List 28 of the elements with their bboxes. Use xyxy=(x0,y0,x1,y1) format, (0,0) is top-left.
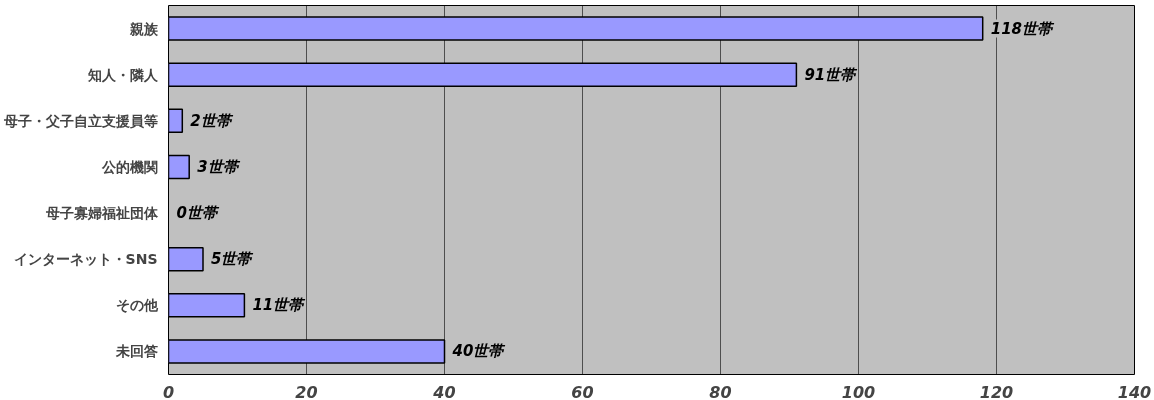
data-label: 40世帯 xyxy=(451,342,507,361)
y-tick-label: 母子・父子自立支援員等 xyxy=(2,112,158,129)
x-tick-label: 140 xyxy=(1117,382,1152,400)
y-tick-label: 母子寡婦福祉団体 xyxy=(44,205,159,222)
y-tick-label: 公的機関 xyxy=(100,158,158,175)
x-tick-label: 80 xyxy=(709,382,732,400)
x-tick-label: 100 xyxy=(841,382,876,400)
bar xyxy=(168,293,246,318)
y-tick-label: 未回答 xyxy=(114,343,158,360)
data-label: 118世帯 xyxy=(990,19,1056,38)
data-label: 91世帯 xyxy=(804,65,859,84)
bar xyxy=(168,246,204,272)
bar xyxy=(168,154,190,180)
x-tick-label: 0 xyxy=(162,382,175,400)
x-tick-label: 120 xyxy=(979,382,1014,400)
data-label: 11世帯 xyxy=(252,296,307,315)
data-label: 2世帯 xyxy=(190,111,234,130)
bar xyxy=(168,108,184,134)
y-tick-label: 親族 xyxy=(128,20,159,37)
x-tick-label: 20 xyxy=(295,382,318,400)
x-tick-label: 40 xyxy=(432,382,456,400)
x-tick-label: 60 xyxy=(571,382,594,400)
data-label: 0世帯 xyxy=(176,204,220,223)
data-label: 5世帯 xyxy=(211,250,255,269)
y-tick-label: インターネット・SNS xyxy=(13,251,158,268)
data-label: 3世帯 xyxy=(197,157,241,176)
y-tick-label: 知人・隣人 xyxy=(86,66,159,83)
y-tick-label: その他 xyxy=(115,297,159,314)
